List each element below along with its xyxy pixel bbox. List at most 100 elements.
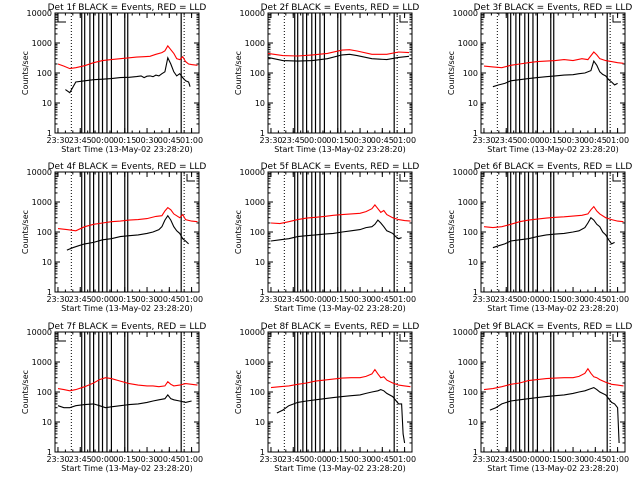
panel-1f-x-tick-label: 00:15 [113,136,136,145]
panel-5f-y-axis-label: Counts/sec [234,210,243,254]
panel-2f-title: Det 2f BLACK = Events, RED = LLD [261,3,420,13]
panel-9f-y-axis-label: Counts/sec [447,370,456,414]
panel-7f-series-events-line [57,394,192,409]
panel-6f-x-tick-label: 00:00 [517,295,540,304]
panel-4f-x-tick-label: 00:00 [91,295,114,304]
panel-3f-plot-frame [480,12,626,134]
panel-9f-corner-mark [612,334,621,342]
panel-4f-corner-mark [186,174,195,182]
panel-7f-x-axis-label: Start Time (13-May-02 23:28:20) [61,464,192,473]
panel-2f-y-axis-label: Counts/sec [234,51,243,95]
panel-7f-x-tick-label: 01:00 [180,455,203,464]
panel-4f-x-axis-label: Start Time (13-May-02 23:28:20) [61,304,192,313]
panel-8f-x-tick-label: 00:30 [349,455,372,464]
panel-7f-x-tick-label: 00:00 [91,455,114,464]
panel-4f-y-tick-label: 10000 [27,168,52,177]
panel-7f-x-tick-label: 00:15 [113,455,136,464]
panel-3f-y-axis-label: Counts/sec [447,51,456,95]
panel-9f-series-events-line [489,386,620,444]
panel-6f-x-tick-label: 00:30 [562,295,585,304]
panel-1f-x-tick-label: 00:45 [158,136,181,145]
panel-5f-y-tick-label: 10000 [240,168,265,177]
panel-5f-x-tick-label: 01:00 [393,295,416,304]
panel-1f-series-events-line [65,56,191,94]
panel-1f-x-tick-label: 00:30 [136,136,159,145]
panel-5f-x-tick-label: 23:45 [282,295,305,304]
panel-5f-y-tick-label: 100 [250,228,265,237]
panel-2f-x-tick-label: 01:00 [393,136,416,145]
panel-9f-x-tick-label: 00:45 [584,455,607,464]
panel-4f-y-axis-label: Counts/sec [21,210,30,254]
panel-4f-x-tick-label: 01:00 [180,295,203,304]
panel-9f-x-tick-label: 00:15 [539,455,562,464]
panel-7f-y-tick-label: 10 [42,418,52,427]
panel-6f-title: Det 6f BLACK = Events, RED = LLD [474,162,633,172]
panel-3f-x-tick-label: 00:30 [562,136,585,145]
panel-2f-x-tick-label: 00:30 [349,136,372,145]
panel-5f-corner-mark [399,174,408,182]
panel-2f-x-tick-label: 00:15 [326,136,349,145]
panel-5f-title: Det 5f BLACK = Events, RED = LLD [261,162,420,172]
panel-7f-plot-frame [54,331,200,453]
panel-8f-corner-mark [399,334,408,342]
panel-8f-series-events-line [276,389,406,444]
panel-6f-y-tick-label: 100 [463,228,478,237]
panel-7f-y-tick-label: 100 [37,388,52,397]
panel-8f-y-axis-label: Counts/sec [234,370,243,414]
panel-7f-title: Det 7f BLACK = Events, RED = LLD [48,322,207,332]
panel-2f-y-tick-label: 10000 [240,9,265,18]
panel-1f-y-axis-label: Counts/sec [21,51,30,95]
panel-9f-y-tick-label: 1000 [458,358,478,367]
panel-2f-x-tick-label: 00:00 [304,136,327,145]
panel-4f-x-tick-label: 23:45 [69,295,92,304]
panel-5f-x-tick-label: 00:45 [371,295,394,304]
panel-8f-x-tick-label: 00:00 [304,455,327,464]
panel-5f-y-tick-label: 1 [260,288,265,297]
panel-6f-x-axis-label: Start Time (13-May-02 23:28:20) [487,304,618,313]
panel-9f-y-tick-label: 10 [468,418,478,427]
panel-7f-x-tick-label: 00:45 [158,455,181,464]
panel-3f-x-axis-label: Start Time (13-May-02 23:28:20) [487,145,618,154]
panel-7f-y-tick-label: 1000 [32,358,52,367]
panel-1f-x-tick-label: 01:00 [180,136,203,145]
panel-8f-y-tick-label: 1 [260,448,265,457]
panel-5f-series-events-line [270,219,402,242]
panel-1f-y-tick-label: 100 [37,69,52,78]
panel-6f-x-tick-label: 00:15 [539,295,562,304]
panel-1f-x-axis-label: Start Time (13-May-02 23:28:20) [61,145,192,154]
panel-6f-x-tick-label: 23:45 [495,295,518,304]
panel-1f-y-tick-label: 1000 [32,39,52,48]
panel-7f-x-tick-label: 00:30 [136,455,159,464]
panel-6f-y-tick-label: 1 [473,288,478,297]
panel-6f-corner-mark [612,174,621,182]
panel-2f-x-tick-label: 00:45 [371,136,394,145]
panel-7f-x-tick-label: 23:45 [69,455,92,464]
panel-6f-y-tick-label: 10 [468,258,478,267]
panel-2f-series-lld-line [267,49,410,57]
panel-3f-corner-mark [612,15,621,23]
panel-7f-series-lld-line [57,377,198,392]
panel-2f-x-tick-label: 23:30 [259,136,282,145]
panel-1f-y-tick-label: 1 [47,129,52,138]
panel-7f-y-tick-label: 1 [47,448,52,457]
panel-1f-plot-frame [54,12,200,134]
panel-8f-x-tick-label: 23:30 [259,455,282,464]
panel-1f-title: Det 1f BLACK = Events, RED = LLD [48,3,207,13]
panel-8f-y-tick-label: 1000 [245,358,265,367]
panel-2f-series-events-line [267,53,410,62]
panel-1f-x-tick-label: 23:30 [46,136,69,145]
panel-8f-x-tick-label: 00:15 [326,455,349,464]
panel-2f-y-tick-label: 100 [250,69,265,78]
panel-6f-x-tick-label: 01:00 [606,295,629,304]
panel-4f-y-tick-label: 1 [47,288,52,297]
panel-8f-title: Det 8f BLACK = Events, RED = LLD [261,322,420,332]
panel-1f-x-tick-label: 23:45 [69,136,92,145]
panel-9f-x-axis-label: Start Time (13-May-02 23:28:20) [487,464,618,473]
panel-3f-x-tick-label: 23:45 [495,136,518,145]
panel-5f-y-tick-label: 1000 [245,198,265,207]
panel-8f-y-tick-label: 100 [250,388,265,397]
panel-3f-x-tick-label: 00:15 [539,136,562,145]
panel-4f-x-tick-label: 00:30 [136,295,159,304]
panel-3f-x-tick-label: 00:45 [584,136,607,145]
panel-5f-x-tick-label: 00:00 [304,295,327,304]
